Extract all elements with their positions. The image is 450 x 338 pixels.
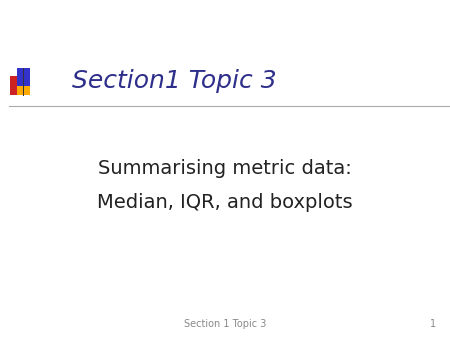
Text: Summarising metric data:: Summarising metric data: xyxy=(98,160,352,178)
Bar xyxy=(17,76,30,95)
Text: 1: 1 xyxy=(430,319,436,330)
Text: Section 1 Topic 3: Section 1 Topic 3 xyxy=(184,319,266,330)
Text: Section1 Topic 3: Section1 Topic 3 xyxy=(72,69,277,93)
Bar xyxy=(17,68,30,86)
Bar xyxy=(10,76,22,95)
Text: Median, IQR, and boxplots: Median, IQR, and boxplots xyxy=(97,193,353,212)
